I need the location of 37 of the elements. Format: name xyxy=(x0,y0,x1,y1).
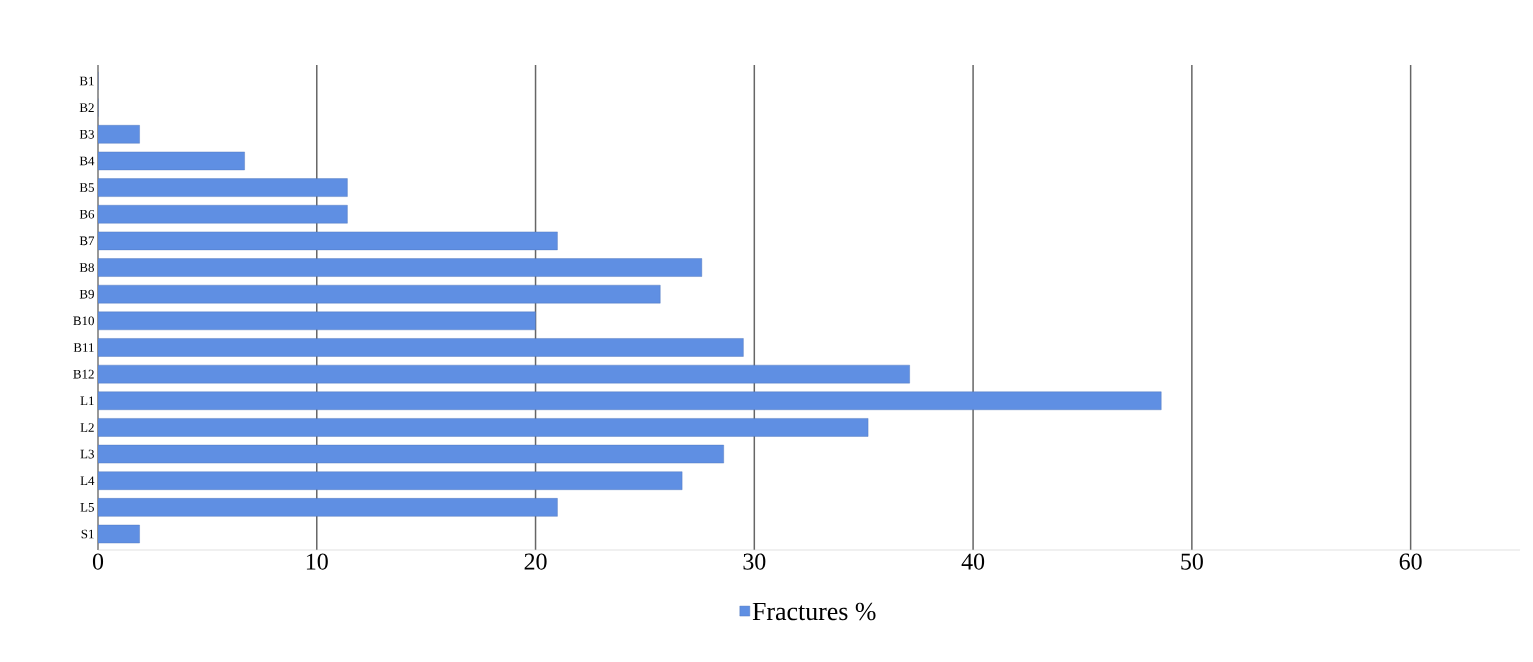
bar xyxy=(98,498,558,517)
bar xyxy=(98,391,1162,410)
y-tick-label: B12 xyxy=(73,369,94,379)
bar xyxy=(98,311,536,331)
bar xyxy=(98,338,744,357)
y-tick-label: B8 xyxy=(79,263,94,272)
y-tick-label: L5 xyxy=(80,503,94,512)
y-tick-label: L4 xyxy=(80,476,95,485)
legend-label: Fractures % xyxy=(752,602,876,621)
x-tick-label: 40 xyxy=(961,553,985,570)
x-tick-label: 50 xyxy=(1181,553,1203,570)
y-tick-label: L1 xyxy=(80,396,94,406)
y-tick-label: B3 xyxy=(79,129,94,139)
x-tick-label: 10 xyxy=(306,553,328,570)
x-tick-label: 20 xyxy=(524,553,547,570)
y-tick-label: B6 xyxy=(79,209,95,219)
x-tick-label: 60 xyxy=(1399,553,1422,570)
y-tick-label: L3 xyxy=(80,449,94,459)
y-tick-label: B9 xyxy=(79,289,94,299)
bar xyxy=(98,471,683,490)
y-tick-label: S1 xyxy=(81,529,94,539)
y-tick-label: B2 xyxy=(79,103,94,112)
bar xyxy=(98,418,869,437)
x-tick-label: 30 xyxy=(743,553,766,570)
bar xyxy=(98,205,348,224)
y-tick-label: B11 xyxy=(73,343,94,352)
bar xyxy=(98,284,661,304)
x-tick-label: 0 xyxy=(92,553,104,570)
y-tick-label: B5 xyxy=(79,183,94,192)
y-tick-label: B7 xyxy=(79,236,95,246)
y-tick-label: B10 xyxy=(73,316,94,326)
y-tick-label: L2 xyxy=(80,423,94,432)
bar xyxy=(98,178,348,197)
bar xyxy=(98,125,140,144)
y-tick-label: B4 xyxy=(79,156,95,166)
bar xyxy=(98,258,703,277)
y-tick-label: B1 xyxy=(79,76,94,86)
